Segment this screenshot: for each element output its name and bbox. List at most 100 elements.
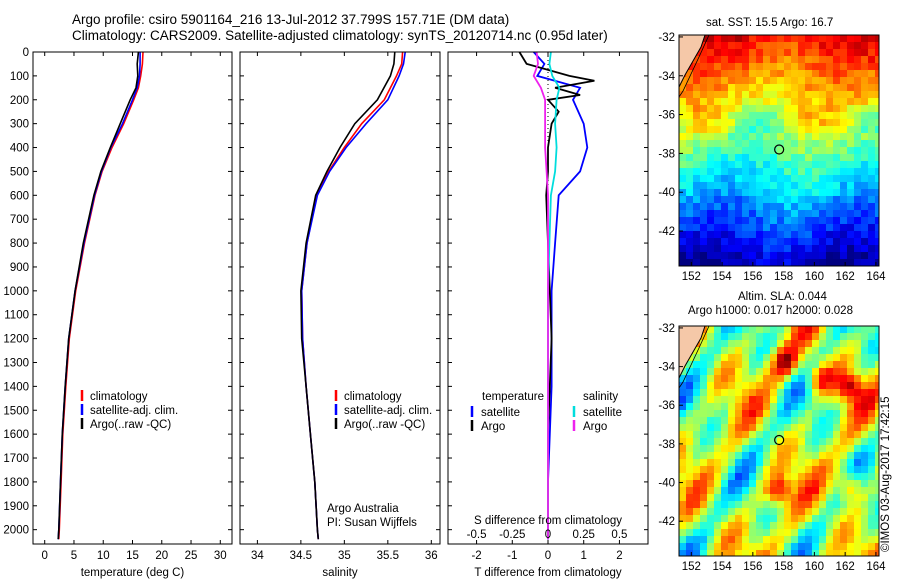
map-cell: [868, 333, 876, 341]
map-cell: [854, 361, 862, 369]
map-cell: [826, 410, 834, 418]
map-cell: [833, 182, 841, 190]
map-cell: [840, 361, 848, 369]
map-cell: [742, 473, 750, 481]
map-cell: [847, 133, 855, 141]
map-cell: [854, 56, 862, 64]
map-cell: [847, 63, 855, 71]
map-cell: [875, 91, 879, 99]
map-cell: [791, 252, 799, 260]
map-cell: [805, 529, 813, 537]
map-cell: [812, 487, 820, 495]
map-cell: [868, 161, 876, 169]
map-cell: [700, 217, 708, 225]
legend-label: Argo: [583, 421, 607, 433]
map-cell: [700, 210, 708, 218]
map-cell: [875, 252, 879, 260]
map-cell: [707, 203, 715, 211]
map-cell: [868, 417, 876, 425]
map-cell: [805, 361, 813, 369]
map-cell: [686, 161, 694, 169]
map-cell: [686, 224, 694, 232]
map-cell: [714, 424, 722, 432]
map-cell: [875, 189, 879, 197]
map-cell: [784, 259, 792, 266]
map-cell: [728, 210, 736, 218]
map-cell: [777, 396, 785, 404]
map-cell: [812, 529, 820, 537]
map-cell: [798, 347, 806, 355]
map-cell: [819, 515, 827, 523]
map-cell: [707, 424, 715, 432]
map-cell: [784, 217, 792, 225]
map-cell: [819, 182, 827, 190]
map-cell: [826, 487, 834, 495]
map-cell: [728, 196, 736, 204]
map-cell: [847, 56, 855, 64]
map-cell: [868, 389, 876, 397]
map-cell: [798, 196, 806, 204]
map-cell: [742, 126, 750, 134]
map-cell: [826, 466, 834, 474]
map-cell: [840, 252, 848, 260]
map-cell: [784, 42, 792, 50]
map-cell: [819, 98, 827, 106]
map-cell: [756, 224, 764, 232]
map-cell: [784, 70, 792, 78]
map-cell: [875, 466, 879, 474]
map-cell: [756, 529, 764, 537]
map-cell: [833, 105, 841, 113]
map-cell: [868, 487, 876, 495]
map-cell: [826, 529, 834, 537]
map-cell: [868, 375, 876, 383]
map-cell: [742, 70, 750, 78]
map-cell: [833, 42, 841, 50]
map-cell: [700, 105, 708, 113]
map-cell: [686, 98, 694, 106]
map-cell: [777, 431, 785, 439]
x-tick-label: 25: [185, 550, 198, 562]
map-cell: [763, 403, 771, 411]
map-cell: [721, 203, 729, 211]
map-cell: [693, 501, 701, 509]
map-cell: [791, 161, 799, 169]
map-cell: [756, 340, 764, 348]
map-cell: [861, 168, 869, 176]
map-cell: [861, 438, 869, 446]
map-cell: [749, 459, 757, 467]
map-cell: [749, 49, 757, 57]
legend-label: Argo(..raw -QC): [90, 419, 171, 431]
map-cell: [784, 154, 792, 162]
map-cell: [756, 515, 764, 523]
map-cell: [861, 252, 869, 260]
map-cell: [770, 438, 778, 446]
map-cell: [840, 550, 848, 556]
map-cell: [693, 91, 701, 99]
map-cell: [700, 98, 708, 106]
map-cell: [763, 459, 771, 467]
map-cell: [875, 459, 879, 467]
map-cell: [826, 91, 834, 99]
map-cell: [735, 501, 743, 509]
map-cell: [833, 126, 841, 134]
map-cell: [721, 210, 729, 218]
map-cell: [847, 161, 855, 169]
map-cell: [840, 389, 848, 397]
map-cell: [721, 375, 729, 383]
map-cell: [812, 49, 820, 57]
sla-map-title: Altim. SLA: 0.044: [738, 291, 827, 303]
map-cell: [812, 42, 820, 50]
map-lon-label: 156: [743, 271, 762, 283]
map-cell: [875, 42, 879, 50]
map-cell: [721, 452, 729, 460]
map-cell: [798, 105, 806, 113]
map-cell: [728, 84, 736, 92]
map-cell: [868, 168, 876, 176]
map-cell: [721, 326, 729, 334]
map-cell: [868, 231, 876, 239]
map-cell: [756, 210, 764, 218]
map-cell: [875, 550, 879, 556]
map-cell: [833, 333, 841, 341]
map-cell: [735, 224, 743, 232]
map-cell: [756, 459, 764, 467]
